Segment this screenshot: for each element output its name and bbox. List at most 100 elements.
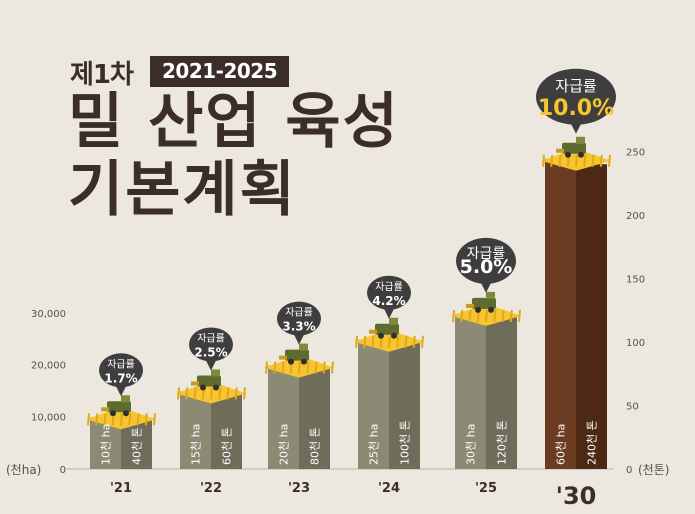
chart-title-line1: 밀 산업 육성	[68, 87, 400, 157]
combine-harvester-icon	[466, 291, 496, 313]
harvester-body	[375, 323, 399, 335]
wheat-stalk	[558, 154, 562, 167]
y-right-tick-label: 0	[626, 465, 632, 476]
bubble-value: 2.5%	[194, 345, 227, 359]
wheat-stalk	[452, 309, 455, 322]
y-left-tick-label: 30,000	[31, 309, 66, 320]
wheat-stalk	[550, 154, 554, 167]
wheat-stalk	[234, 387, 238, 400]
y-right-tick-label: 250	[626, 148, 645, 159]
wheat-stalk	[322, 361, 326, 374]
plan-years-badge: 2021-2025	[150, 56, 290, 87]
bar-value-label-ha: 10천 ha	[99, 424, 113, 465]
wheat-stalk	[575, 154, 578, 167]
wheat-stalk	[218, 387, 222, 400]
wheat-stalk	[371, 335, 375, 348]
x-tick-label: '30	[556, 482, 597, 510]
bubble-value: 10.0%	[538, 96, 614, 121]
bar-production-ton	[486, 316, 517, 469]
wheat-stalk	[583, 154, 587, 167]
wheat-stalk	[388, 335, 391, 348]
wheat-stalk	[265, 361, 268, 374]
y-right-tick-label: 50	[626, 402, 639, 413]
harvester-wheel	[475, 306, 481, 313]
wheat-stalk	[314, 361, 318, 374]
harvester-body	[107, 401, 131, 413]
combine-harvester-icon	[369, 317, 399, 339]
harvester-body	[472, 297, 496, 309]
harvester-wheel	[378, 332, 384, 339]
bar-value-label-ton: 40천 톤	[130, 427, 144, 465]
wheat-stalk	[355, 335, 358, 348]
bar-production-ton	[389, 342, 420, 469]
wheat-stalk	[608, 154, 611, 167]
bubble-shape	[367, 275, 411, 310]
bar-area-ha	[545, 158, 576, 470]
y-right-tick-label: 150	[626, 275, 645, 286]
wheat-stalk	[518, 309, 521, 322]
wheat-stalk	[120, 413, 123, 426]
y-left-tick-label: 0	[60, 465, 66, 476]
harvester-cab	[299, 343, 308, 351]
bubble-label: 자급률	[375, 281, 403, 293]
wheat-stalk	[404, 335, 408, 348]
bubble-tail	[383, 306, 395, 319]
harvester-cab	[486, 291, 495, 299]
harvester-body	[197, 375, 221, 387]
harvester-wheel	[578, 151, 584, 158]
wheat-stalk	[542, 154, 545, 167]
bar-value-label-ton: 240천 톤	[585, 420, 599, 465]
combine-harvester-icon	[191, 369, 221, 391]
bubble-label: 자급률	[197, 332, 225, 344]
bubble-tail	[570, 121, 582, 134]
wheat-stalk	[177, 387, 180, 400]
wheat-stalk	[412, 335, 416, 348]
wheat-stalk	[273, 361, 277, 374]
bubble-shape	[277, 301, 321, 336]
wheat-stalk	[103, 413, 107, 426]
wheat-stalk	[493, 309, 497, 322]
harvester-cab	[121, 395, 130, 403]
wheat-stalk	[144, 413, 148, 426]
y-right-tick-label: 100	[626, 338, 645, 349]
bar-value-label-ha: 20천 ha	[277, 424, 291, 465]
bubble-label: 자급률	[107, 358, 135, 370]
wheat-stalk	[306, 361, 310, 374]
wheat-stalk	[363, 335, 367, 348]
harvester-body	[562, 142, 586, 154]
bubble-value: 4.2%	[372, 294, 405, 308]
wheat-stalk	[193, 387, 197, 400]
bubble-value: 1.7%	[104, 371, 137, 385]
wheat-stalk	[136, 413, 140, 426]
harvester-wheel	[301, 358, 307, 365]
harvester-body	[285, 349, 309, 361]
plan-number: 제1차	[70, 60, 134, 90]
chart-title-line2: 기본계획	[68, 155, 297, 225]
y-left-tick-label: 10,000	[31, 412, 66, 423]
combine-harvester-icon	[279, 343, 309, 365]
wheat-stalk	[298, 361, 301, 374]
harvester-header	[279, 355, 287, 360]
harvester-header	[191, 381, 199, 386]
wheat-top-icon	[264, 355, 334, 378]
harvester-header	[466, 303, 474, 308]
bar-value-label-ha: 25천 ha	[367, 424, 381, 465]
wheat-stalk	[468, 309, 472, 322]
harvester-header	[556, 148, 564, 153]
harvester-wheel	[123, 410, 129, 417]
wheat-stalk	[396, 335, 400, 348]
harvester-wheel	[110, 410, 116, 417]
bar-value-label-ha: 60천 ha	[554, 424, 568, 465]
wheat-stalk	[421, 335, 424, 348]
wheat-stalk	[599, 154, 603, 167]
wheat-stalk	[153, 413, 156, 426]
wheat-top-icon	[176, 381, 246, 404]
y-right-unit: (천톤)	[638, 462, 669, 477]
harvester-header	[101, 407, 109, 412]
bar-value-label-ha: 30천 ha	[464, 424, 478, 465]
